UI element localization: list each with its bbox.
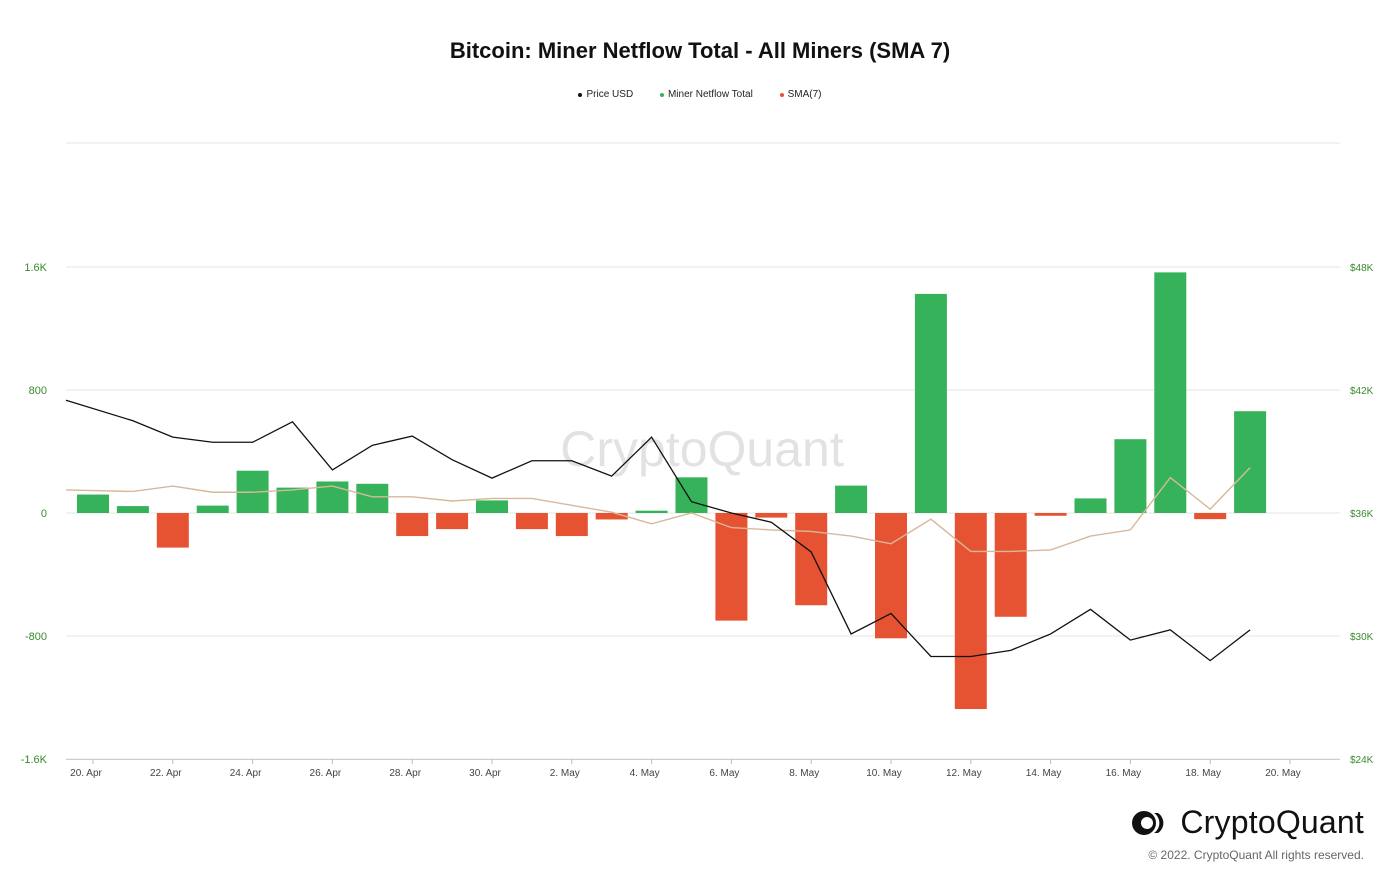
legend-marker-sma <box>779 92 784 97</box>
watermark: CryptoQuant <box>560 421 844 477</box>
netflow-bar <box>436 513 469 530</box>
price-line <box>65 399 1251 662</box>
netflow-bar <box>1034 513 1067 516</box>
axes: 1.6K 800 0 -800 -1.6K $48K $42K $36K $30K $24K 20.… <box>21 262 1374 779</box>
x-tick-label: 26. Apr <box>310 768 342 779</box>
netflow-bar <box>116 506 149 513</box>
y-left-tick-label: 0 <box>41 508 47 520</box>
cryptoquant-logo-icon <box>1132 810 1164 835</box>
y-left-tick-label: 1.6K <box>24 262 47 274</box>
x-tick-label: 14. May <box>1026 768 1062 779</box>
legend-label-price: Price USD <box>586 89 634 100</box>
y-right-tick-label: $30K <box>1350 632 1374 643</box>
netflow-bar <box>356 483 389 513</box>
netflow-bar <box>555 513 588 537</box>
x-tick-label: 2. May <box>550 768 580 779</box>
legend-item-price[interactable]: Price USD <box>578 89 633 100</box>
x-tick-label: 18. May <box>1185 768 1221 779</box>
x-tick-label: 8. May <box>789 768 819 779</box>
x-tick-label: 6. May <box>709 768 739 779</box>
netflow-bar <box>1234 411 1267 513</box>
netflow-bar <box>795 513 828 606</box>
legend-label-sma: SMA(7) <box>787 89 822 100</box>
y-left-tick-label: 800 <box>29 385 47 397</box>
legend-item-sma[interactable]: SMA(7) <box>779 89 822 100</box>
x-tick-label: 24. Apr <box>230 768 262 779</box>
netflow-bar <box>156 513 189 548</box>
sma-line <box>65 467 1251 553</box>
netflow-bar <box>835 485 868 513</box>
x-tick-label: 20. May <box>1265 768 1301 779</box>
netflow-bar <box>276 487 309 513</box>
chart-lines <box>65 399 1251 662</box>
legend-label-netflow: Miner Netflow Total <box>667 89 753 100</box>
x-tick-label: 20. Apr <box>70 768 102 779</box>
brand-name: CryptoQuant <box>1180 804 1364 840</box>
netflow-bar <box>1194 513 1227 520</box>
legend-marker-netflow <box>659 92 664 97</box>
netflow-bar <box>875 513 907 639</box>
netflow-bar <box>77 494 109 513</box>
x-tick-label: 28. Apr <box>389 768 421 779</box>
legend-marker-price <box>578 92 583 97</box>
y-right-tick-label: $42K <box>1350 386 1374 397</box>
netflow-bar <box>635 510 668 513</box>
netflow-bar <box>1154 272 1187 513</box>
netflow-bar <box>914 293 947 513</box>
y-right-tick-label: $48K <box>1350 263 1374 274</box>
chart-title: Bitcoin: Miner Netflow Total - All Miner… <box>449 38 951 63</box>
netflow-bar <box>476 500 508 513</box>
netflow-bar <box>595 513 628 520</box>
x-tick-label: 22. Apr <box>150 768 182 779</box>
netflow-bar <box>994 513 1027 617</box>
y-left-tick-label: -1.6K <box>21 754 48 766</box>
netflow-bar <box>1074 498 1107 513</box>
netflow-bars <box>77 272 1267 710</box>
netflow-bar <box>715 513 748 621</box>
copyright-text: © 2022. CryptoQuant All rights reserved. <box>1148 848 1364 862</box>
x-tick-label: 12. May <box>946 768 982 779</box>
legend-item-netflow[interactable]: Miner Netflow Total <box>659 89 753 100</box>
netflow-bar <box>755 513 788 518</box>
x-tick-label: 30. Apr <box>469 768 501 779</box>
y-right-tick-label: $36K <box>1350 509 1374 520</box>
y-right-tick-label: $24K <box>1350 755 1374 766</box>
netflow-bar <box>196 505 229 513</box>
netflow-bar <box>954 513 987 710</box>
brand-logo: CryptoQuant <box>1130 804 1364 841</box>
netflow-bar <box>515 513 548 530</box>
y-left-tick-label: -800 <box>25 631 47 643</box>
x-tick-label: 10. May <box>866 768 902 779</box>
chart-legend: Price USD Miner Netflow Total SMA(7) <box>0 89 1400 100</box>
netflow-bar <box>1114 439 1147 513</box>
x-tick-label: 16. May <box>1106 768 1142 779</box>
x-tick-label: 4. May <box>630 768 660 779</box>
netflow-bar <box>396 513 429 537</box>
